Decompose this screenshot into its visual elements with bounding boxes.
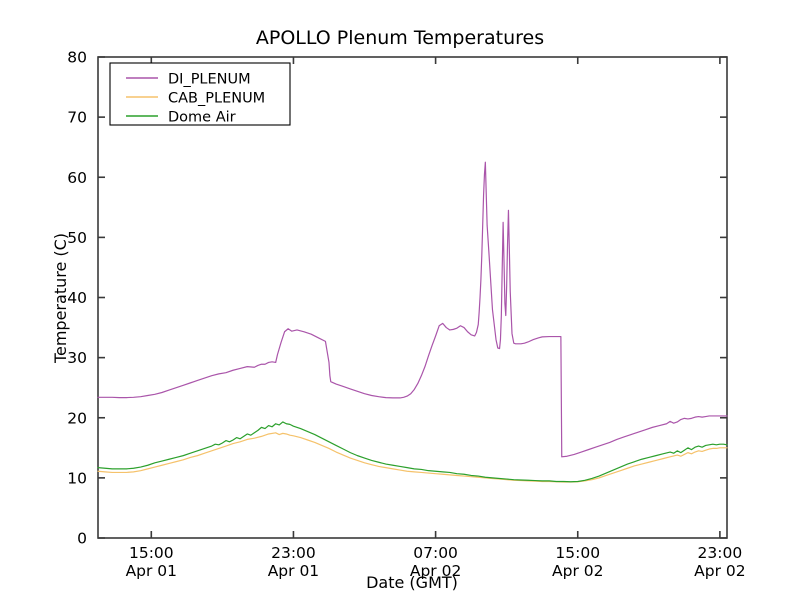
x-tick-time: 15:00 <box>129 544 174 562</box>
x-axis-title: Date (GMT) <box>366 573 458 592</box>
x-tick-time: 15:00 <box>555 544 600 562</box>
y-tick-label: 10 <box>67 469 87 487</box>
y-tick-label: 50 <box>67 229 87 247</box>
x-tick-date: Apr 02 <box>552 562 603 580</box>
chart-title: APOLLO Plenum Temperatures <box>255 27 545 49</box>
chart-legend: DI_PLENUM CAB_PLENUM Dome Air <box>109 62 291 126</box>
x-tick-date: Apr 01 <box>268 562 319 580</box>
x-tick-time: 23:00 <box>271 544 316 562</box>
y-tick-label: 80 <box>67 49 87 67</box>
legend-label-dome-air: Dome Air <box>168 110 236 126</box>
x-tick-time: 07:00 <box>413 544 458 562</box>
legend-label-di-plenum: DI_PLENUM <box>168 72 251 88</box>
y-axis-title: Temperature (C) <box>51 233 70 364</box>
y-axis-ticks: 0 10 20 30 40 50 60 70 80 <box>67 49 727 548</box>
x-tick-date: Apr 02 <box>694 562 745 580</box>
series-line-di-plenum <box>97 161 728 458</box>
y-tick-label: 60 <box>67 169 87 187</box>
y-tick-label: 40 <box>67 289 87 307</box>
y-tick-label: 0 <box>77 530 87 548</box>
y-tick-label: 70 <box>67 109 87 127</box>
x-tick-date: Apr 01 <box>126 562 177 580</box>
y-tick-label: 30 <box>67 349 87 367</box>
x-tick-date: Apr 02 <box>410 562 461 580</box>
series-lines <box>97 161 728 483</box>
series-line-cab-plenum <box>97 432 728 483</box>
x-tick-time: 23:00 <box>698 544 743 562</box>
series-line-dome-air <box>97 421 728 483</box>
legend-label-cab-plenum: CAB_PLENUM <box>168 91 265 107</box>
plot-frame <box>97 56 728 539</box>
y-tick-label: 20 <box>67 409 87 427</box>
